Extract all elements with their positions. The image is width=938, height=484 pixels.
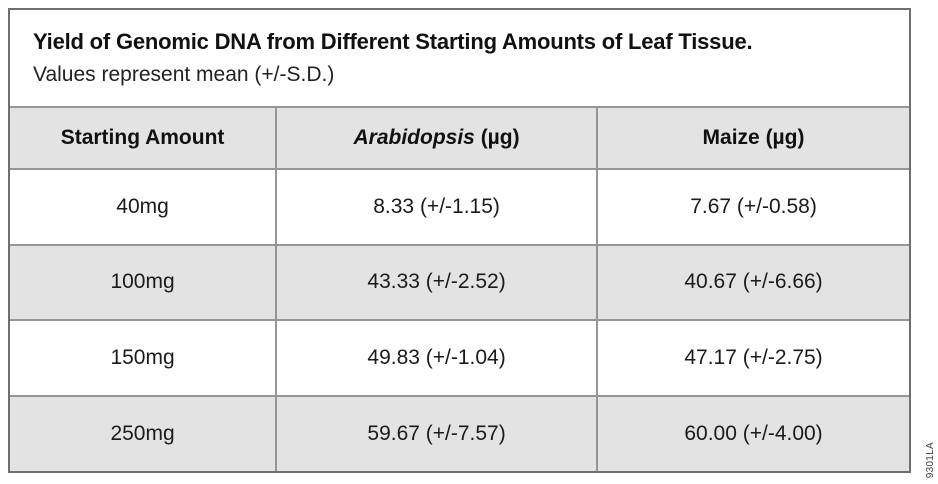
cell-arabidopsis-yield: 59.67 (+/-7.57) — [275, 394, 599, 471]
table-figure-frame: Yield of Genomic DNA from Different Star… — [8, 8, 911, 473]
table-header-row: Starting Amount Arabidopsis (µg) Maize (… — [10, 106, 909, 170]
cell-maize-yield: 40.67 (+/-6.66) — [596, 243, 909, 321]
figure-title: Yield of Genomic DNA from Different Star… — [33, 29, 753, 54]
cell-maize-yield: 60.00 (+/-4.00) — [596, 394, 909, 471]
table-row: 40mg 8.33 (+/-1.15) 7.67 (+/-0.58) — [10, 168, 909, 246]
figure-caption: Yield of Genomic DNA from Different Star… — [10, 10, 909, 106]
figure-code: 9301LA — [925, 441, 936, 478]
cell-maize-yield: 47.17 (+/-2.75) — [596, 319, 909, 397]
cell-arabidopsis-yield: 49.83 (+/-1.04) — [275, 319, 599, 397]
column-header-starting-amount: Starting Amount — [10, 106, 278, 170]
cell-maize-yield: 7.67 (+/-0.58) — [596, 168, 909, 246]
dna-yield-table: Starting Amount Arabidopsis (µg) Maize (… — [10, 106, 909, 471]
cell-starting-amount: 250mg — [10, 394, 278, 471]
cell-arabidopsis-yield: 43.33 (+/-2.52) — [275, 243, 599, 321]
column-header-arabidopsis-name: Arabidopsis — [353, 126, 475, 149]
table-row: 150mg 49.83 (+/-1.04) 47.17 (+/-2.75) — [10, 319, 909, 397]
cell-arabidopsis-yield: 8.33 (+/-1.15) — [275, 168, 599, 246]
cell-starting-amount: 100mg — [10, 243, 278, 321]
cell-starting-amount: 150mg — [10, 319, 278, 397]
cell-starting-amount: 40mg — [10, 168, 278, 246]
column-header-arabidopsis: Arabidopsis (µg) — [275, 106, 599, 170]
column-header-arabidopsis-unit: (µg) — [474, 126, 520, 149]
column-header-maize: Maize (µg) — [596, 106, 909, 170]
table-row: 100mg 43.33 (+/-2.52) 40.67 (+/-6.66) — [10, 243, 909, 321]
table-row: 250mg 59.67 (+/-7.57) 60.00 (+/-4.00) — [10, 394, 909, 471]
figure-subtitle: Values represent mean (+/-S.D.) — [33, 62, 335, 86]
